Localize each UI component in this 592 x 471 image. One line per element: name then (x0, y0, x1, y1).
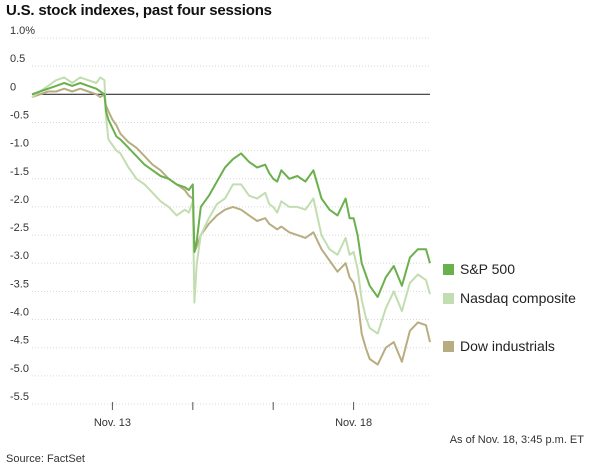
legend: S&P 500 Nasdaq composite Dow industrials (443, 261, 576, 354)
y-tick-label: -3.5 (10, 278, 29, 290)
y-tick-label: -1.0 (10, 138, 29, 150)
series-line-nasdaq-composite (31, 76, 431, 335)
legend-label: Nasdaq composite (460, 290, 576, 306)
y-tick-label: -5.0 (10, 363, 29, 375)
legend-label: S&P 500 (460, 261, 515, 277)
y-tick-label: -1.5 (10, 166, 29, 178)
y-tick-label: -3.0 (10, 250, 29, 262)
y-tick-label: -0.5 (10, 109, 29, 121)
y-tick-label: -5.5 (10, 391, 29, 403)
y-tick-label: -4.5 (10, 335, 29, 347)
y-tick-label: 0.5 (10, 53, 25, 65)
series-line-dow-industrials (31, 87, 431, 366)
y-tick-label: -2.0 (10, 194, 29, 206)
legend-swatch (443, 293, 454, 304)
y-tick-label: 1.0% (10, 25, 35, 37)
grid-lines (32, 37, 430, 405)
source-note: Source: FactSet (6, 453, 85, 465)
y-tick-label: 0 (10, 81, 16, 93)
chart-title: U.S. stock indexes, past four sessions (6, 2, 272, 19)
legend-swatch (443, 264, 454, 275)
x-axis-ticks: Nov. 13 Nov. 18 (94, 402, 372, 429)
x-tick-label: Nov. 13 (94, 417, 131, 429)
series-line-s-p-500 (31, 82, 431, 298)
series-lines (31, 76, 431, 366)
timestamp-note: As of Nov. 18, 3:45 p.m. ET (449, 434, 584, 446)
y-axis-ticks: 1.0% 0.5 0 -0.5 -1.0 -1.5 -2.0 -2.5 -3.0 -3.5 -4.0… (10, 25, 35, 403)
legend-label: Dow industrials (460, 338, 555, 354)
legend-swatch (443, 341, 454, 352)
x-tick-label: Nov. 18 (335, 417, 372, 429)
y-tick-label: -2.5 (10, 222, 29, 234)
y-tick-label: -4.0 (10, 307, 29, 319)
